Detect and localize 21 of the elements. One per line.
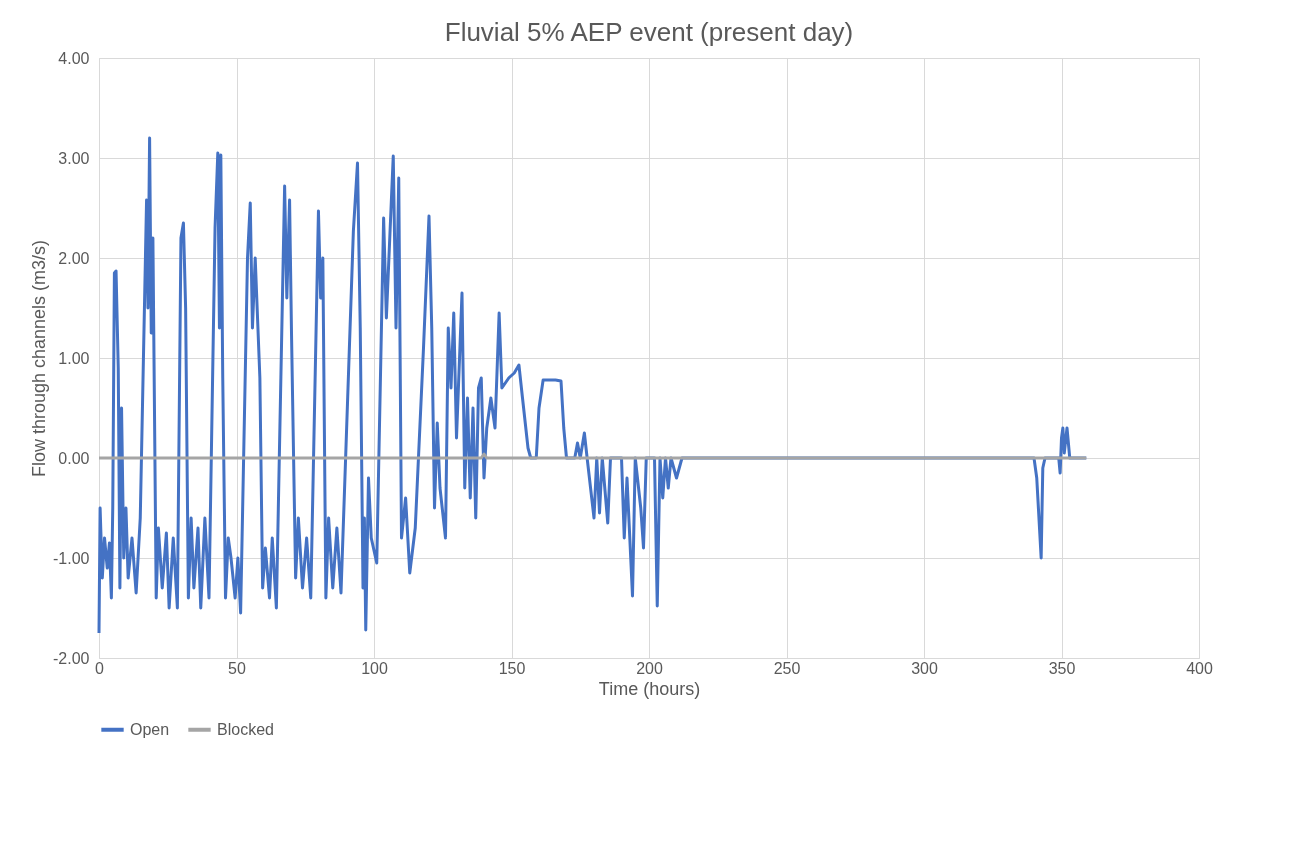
y-tick-label: 2.00	[58, 249, 90, 267]
legend-label: Blocked	[217, 720, 274, 738]
y-tick-label: -1.00	[53, 549, 90, 567]
legend-label: Open	[130, 720, 170, 738]
y-axis-title: Flow through channels (m3/s)	[29, 239, 50, 478]
y-tick-label: 4.00	[58, 49, 90, 67]
x-tick-label: 350	[1048, 659, 1076, 677]
x-tick-label: 50	[228, 659, 246, 677]
x-tick-label: 0	[95, 659, 105, 677]
y-tick-label: -2.00	[53, 649, 90, 667]
y-tick-label: 1.00	[58, 349, 90, 367]
y-tick-label: 3.00	[58, 149, 90, 167]
y-tick-label: 0.00	[58, 449, 90, 467]
x-tick-label: 150	[498, 659, 526, 677]
x-tick-label: 250	[773, 659, 801, 677]
x-tick-label: 400	[1186, 659, 1213, 677]
x-tick-label: 100	[361, 659, 388, 677]
x-tick-label: 300	[911, 659, 938, 677]
chart-title: Fluvial 5% AEP event (present day)	[444, 17, 854, 47]
x-tick-label: 200	[636, 659, 663, 677]
x-axis-title: Time (hours)	[598, 678, 701, 699]
